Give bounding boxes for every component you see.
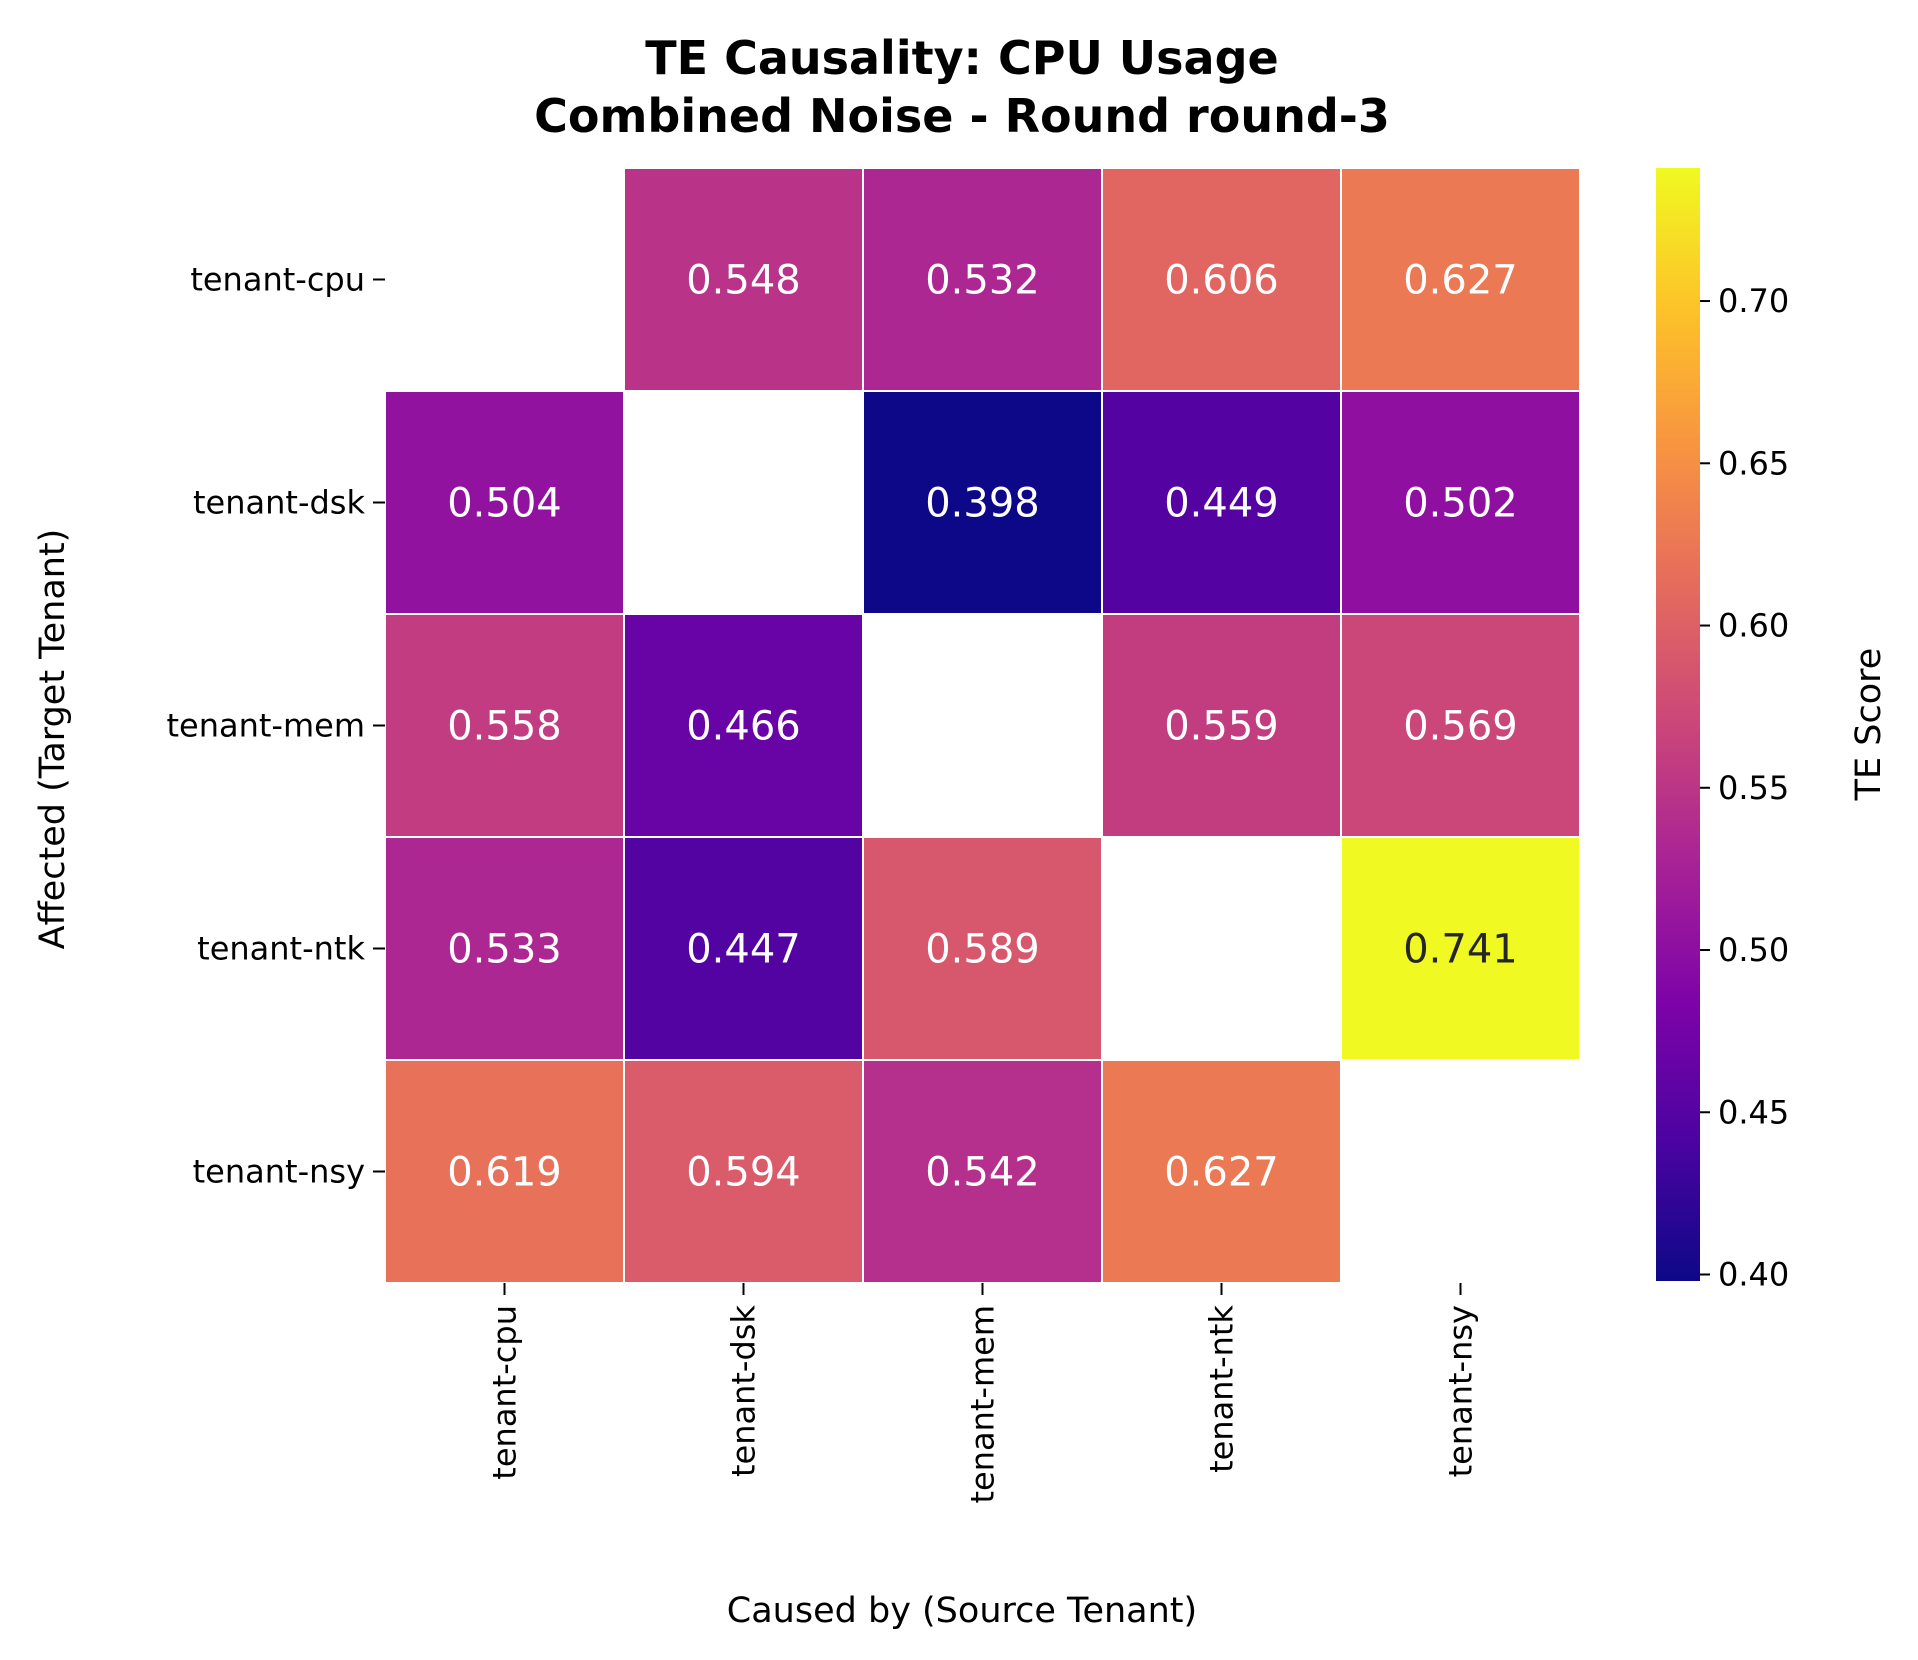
heatmap-cell-r1-c3: [1103, 392, 1340, 613]
heatmap-cell-r0-c1: [625, 169, 862, 390]
heatmap-cell-r0-c2: [864, 169, 1101, 390]
cell-value-label-r1-c4: 0.502: [1403, 481, 1518, 527]
colorbar: [1656, 168, 1700, 1281]
colorbar-tick-label-1: 0.45: [1718, 1093, 1789, 1131]
heatmap-cell-r3-c1: [625, 838, 862, 1059]
y-tick-label-4: tenant-nsy: [193, 1153, 365, 1191]
x-axis-label: Caused by (Source Tenant): [727, 1591, 1197, 1631]
cell-value-label-r3-c0: 0.533: [447, 927, 562, 973]
colorbar-tick-label-5: 0.65: [1718, 444, 1789, 482]
chart-title-line-2: Combined Noise - Round round-3: [534, 89, 1390, 143]
cell-value-label-r0-c3: 0.606: [1164, 258, 1279, 304]
heatmap-cell-r1-c4: [1342, 392, 1579, 613]
cell-value-label-r0-c4: 0.627: [1403, 258, 1518, 304]
cell-value-label-r1-c0: 0.504: [447, 481, 562, 527]
heatmap-cell-r2-c3: [1103, 615, 1340, 836]
cell-value-label-r2-c3: 0.559: [1164, 704, 1279, 750]
colorbar-label: TE Score: [1849, 648, 1889, 802]
heatmap-cell-r1-c0: [386, 392, 623, 613]
colorbar-tick-label-6: 0.70: [1718, 282, 1789, 320]
cell-value-label-r4-c3: 0.627: [1164, 1150, 1279, 1196]
cell-value-label-r3-c1: 0.447: [686, 927, 801, 973]
heatmap-cell-r4-c2: [864, 1061, 1101, 1282]
y-tick-label-2: tenant-mem: [166, 707, 365, 745]
cell-value-label-r0-c2: 0.532: [925, 258, 1040, 304]
cell-value-label-r1-c3: 0.449: [1164, 481, 1279, 527]
x-tick-label-2: tenant-mem: [964, 1305, 1002, 1504]
chart-title-line-1: TE Causality: CPU Usage: [645, 31, 1278, 85]
x-tick-label-0: tenant-cpu: [486, 1305, 524, 1480]
heatmap-cell-r2-c1: [625, 615, 862, 836]
heatmap-cell-r4-c0: [386, 1061, 623, 1282]
cell-value-label-r2-c0: 0.558: [447, 704, 562, 750]
heatmap-cell-r3-c0: [386, 838, 623, 1059]
y-axis-label: Affected (Target Tenant): [33, 529, 73, 950]
colorbar-tick-label-4: 0.60: [1718, 607, 1789, 645]
heatmap-cell-r0-c3: [1103, 169, 1340, 390]
x-tick-label-1: tenant-dsk: [725, 1305, 763, 1477]
cell-value-label-r4-c1: 0.594: [686, 1150, 801, 1196]
x-tick-label-3: tenant-ntk: [1203, 1305, 1241, 1473]
heatmap-cell-r4-c3: [1103, 1061, 1340, 1282]
cell-value-label-r4-c0: 0.619: [447, 1150, 562, 1196]
heatmap-cell-r4-c1: [625, 1061, 862, 1282]
cell-value-label-r1-c2: 0.398: [925, 481, 1040, 527]
y-tick-label-1: tenant-dsk: [193, 484, 365, 522]
y-tick-label-3: tenant-ntk: [197, 930, 365, 968]
cell-value-label-r3-c4: 0.741: [1403, 927, 1518, 973]
cell-value-label-r4-c2: 0.542: [925, 1150, 1040, 1196]
heatmap-cell-r0-c4: [1342, 169, 1579, 390]
colorbar-tick-label-2: 0.50: [1718, 931, 1789, 969]
colorbar-tick-label-3: 0.55: [1718, 769, 1789, 807]
cell-value-label-r2-c1: 0.466: [686, 704, 801, 750]
heatmap-cell-r3-c2: [864, 838, 1101, 1059]
cell-value-label-r0-c1: 0.548: [686, 258, 801, 304]
heatmap-cell-r2-c4: [1342, 615, 1579, 836]
heatmap-cell-r3-c4: [1342, 838, 1579, 1059]
colorbar-tick-label-0: 0.40: [1718, 1256, 1789, 1294]
cell-value-label-r3-c2: 0.589: [925, 927, 1040, 973]
x-tick-label-4: tenant-nsy: [1442, 1305, 1480, 1477]
cell-value-label-r2-c4: 0.569: [1403, 704, 1518, 750]
heatmap-cell-r2-c0: [386, 615, 623, 836]
heatmap-cell-r1-c2: [864, 392, 1101, 613]
y-tick-label-0: tenant-cpu: [190, 261, 365, 299]
